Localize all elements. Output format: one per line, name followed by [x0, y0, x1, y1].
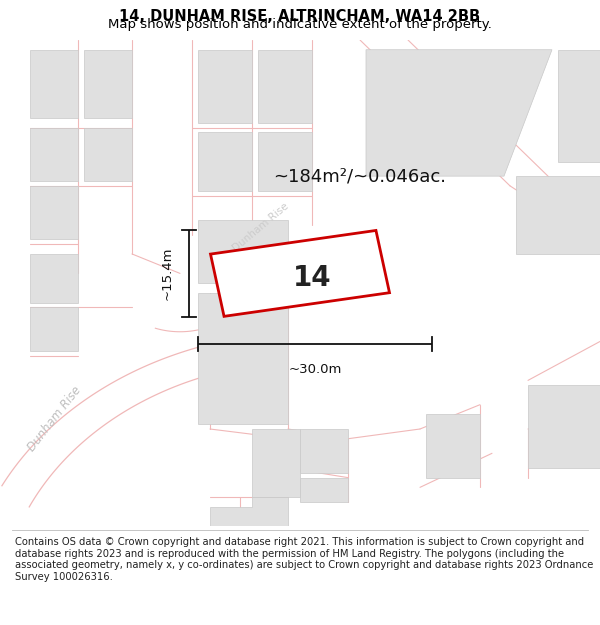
Text: Map shows position and indicative extent of the property.: Map shows position and indicative extent… [108, 18, 492, 31]
Polygon shape [516, 176, 600, 254]
Polygon shape [30, 186, 78, 239]
Polygon shape [30, 127, 78, 181]
Polygon shape [30, 308, 78, 351]
Polygon shape [426, 414, 480, 478]
Text: 14: 14 [293, 264, 331, 292]
Polygon shape [198, 50, 252, 122]
Polygon shape [84, 127, 132, 181]
Polygon shape [558, 50, 600, 161]
Polygon shape [211, 231, 389, 316]
Polygon shape [198, 132, 252, 191]
Text: Dunham Rise: Dunham Rise [231, 201, 291, 253]
Polygon shape [198, 220, 288, 283]
Polygon shape [198, 293, 288, 424]
Polygon shape [300, 478, 348, 502]
Polygon shape [258, 132, 312, 191]
Polygon shape [300, 429, 348, 472]
Text: 14, DUNHAM RISE, ALTRINCHAM, WA14 2BB: 14, DUNHAM RISE, ALTRINCHAM, WA14 2BB [119, 9, 481, 24]
Polygon shape [30, 254, 78, 302]
Polygon shape [30, 50, 78, 118]
Polygon shape [528, 385, 600, 468]
Text: ~30.0m: ~30.0m [289, 363, 341, 376]
Polygon shape [84, 50, 132, 118]
Polygon shape [258, 50, 312, 122]
Polygon shape [252, 429, 300, 497]
Text: Contains OS data © Crown copyright and database right 2021. This information is : Contains OS data © Crown copyright and d… [15, 537, 593, 582]
Polygon shape [210, 497, 288, 526]
Text: Dunham Rise: Dunham Rise [25, 384, 83, 454]
Text: ~15.4m: ~15.4m [161, 247, 174, 300]
Polygon shape [366, 50, 552, 176]
Text: ~184m²/~0.046ac.: ~184m²/~0.046ac. [274, 167, 446, 185]
